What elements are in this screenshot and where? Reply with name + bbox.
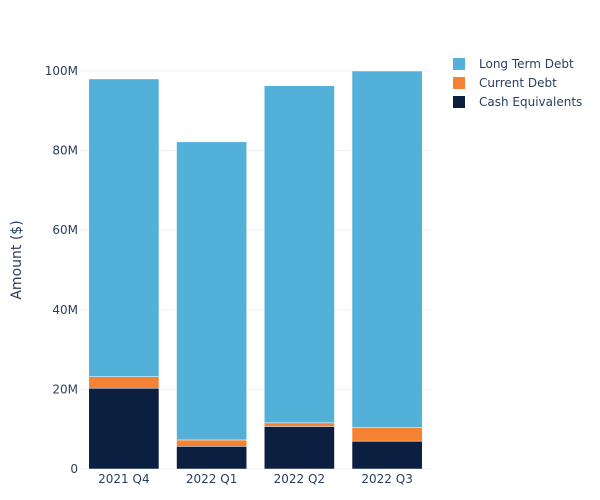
bar-segment [88,376,160,389]
y-tick-label: 100M [45,64,78,78]
legend-item[interactable]: Current Debt [453,76,557,90]
bar-segment [176,141,247,441]
legend-swatch [453,58,465,70]
x-axis-ticks: 2021 Q4 2022 Q1 2022 Q2 2022 Q3 [98,472,413,486]
bar-segment [88,387,160,470]
legend-swatch [453,77,465,89]
x-tick-label: 2021 Q4 [98,472,149,486]
bar-segment [88,78,160,377]
y-tick-label: 80M [52,144,78,158]
legend-label: Current Debt [479,76,557,90]
legend: Long Term Debt Current Debt Cash Equivalen… [453,57,582,109]
legend-item[interactable]: Long Term Debt [453,57,574,71]
bar-segment [176,446,247,470]
legend-label: Long Term Debt [479,57,574,71]
bars [88,70,423,470]
y-tick-label: 20M [52,382,78,396]
y-tick-label: 0 [70,462,78,476]
y-tick-label: 60M [52,223,78,237]
x-tick-label: 2022 Q3 [361,472,412,486]
bar-segment [176,439,247,447]
bar-segment [264,426,335,470]
y-axis-ticks: 0 20M 40M 60M 80M 100M [45,64,78,476]
y-axis-title: Amount ($) [9,220,25,299]
legend-label: Cash Equivalents [479,95,582,109]
y-tick-label: 40M [52,303,78,317]
legend-item[interactable]: Cash Equivalents [453,95,582,109]
bar-segment [264,85,335,424]
bar-segment [351,427,423,442]
x-tick-label: 2022 Q2 [274,472,325,486]
bar-segment [264,422,335,427]
bar-segment [351,70,423,428]
bar-segment [351,440,423,470]
legend-swatch [453,96,465,108]
x-tick-label: 2022 Q1 [186,472,237,486]
